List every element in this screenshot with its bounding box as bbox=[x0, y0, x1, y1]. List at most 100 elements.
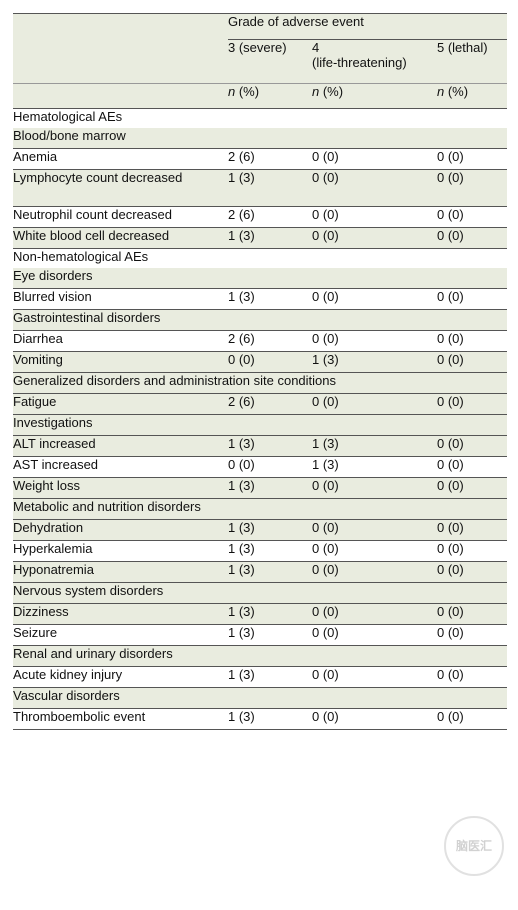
grade-3-value: 1 (3) bbox=[228, 169, 312, 207]
grade-4-value: 0 (0) bbox=[312, 288, 437, 310]
section-row: Non-hematological AEs bbox=[13, 249, 507, 269]
grade-4-value: 0 (0) bbox=[312, 393, 437, 415]
grade-5-value: 0 (0) bbox=[437, 666, 508, 688]
event-name: Lymphocyte count decreased bbox=[13, 169, 228, 207]
grade-5-value: 0 (0) bbox=[437, 540, 508, 562]
unit-n: n bbox=[312, 84, 320, 99]
grade-3-value: 2 (6) bbox=[228, 330, 312, 352]
table-row: Seizure 1 (3) 0 (0) 0 (0) bbox=[13, 624, 508, 646]
event-name: ALT increased bbox=[13, 435, 228, 457]
category-label: Eye disorders bbox=[13, 268, 508, 289]
table-row: Acute kidney injury 1 (3) 0 (0) 0 (0) bbox=[13, 666, 508, 688]
event-name: AST increased bbox=[13, 456, 228, 478]
table-row: White blood cell decreased 1 (3) 0 (0) 0 (0… bbox=[13, 227, 508, 249]
grade-4-value: 1 (3) bbox=[312, 435, 437, 457]
grade-3-value: 1 (3) bbox=[228, 477, 312, 499]
grade-4-value: 1 (3) bbox=[312, 456, 437, 478]
table-row: Vomiting 0 (0) 1 (3) 0 (0) bbox=[13, 351, 508, 373]
grade-4-value: 0 (0) bbox=[312, 708, 437, 730]
grade-5-value: 0 (0) bbox=[437, 561, 508, 583]
section-label: Hematological AEs bbox=[13, 109, 123, 124]
category-label: Metabolic and nutrition disorders bbox=[13, 498, 508, 520]
unit-cell: n (%) bbox=[437, 83, 508, 109]
grade-3-value: 1 (3) bbox=[228, 561, 312, 583]
category-label: Vascular disorders bbox=[13, 687, 508, 709]
category-row: Investigations bbox=[13, 414, 508, 436]
header-group-row: Grade of adverse event bbox=[13, 13, 508, 40]
col-header-grade-5: 5 (lethal) bbox=[437, 39, 508, 84]
grade-4-value: 0 (0) bbox=[312, 227, 437, 249]
grade-3-value: 1 (3) bbox=[228, 708, 312, 730]
grade-4-value: 0 (0) bbox=[312, 477, 437, 499]
event-name: Diarrhea bbox=[13, 330, 228, 352]
grade-4-value: 0 (0) bbox=[312, 169, 437, 207]
grade-5-value: 0 (0) bbox=[437, 603, 508, 625]
grade-3-value: 2 (6) bbox=[228, 393, 312, 415]
unit-pct: (%) bbox=[444, 84, 469, 99]
grade-5-value: 0 (0) bbox=[437, 351, 508, 373]
unit-pct: (%) bbox=[235, 84, 260, 99]
grade-5-value: 0 (0) bbox=[437, 206, 508, 228]
grade-5-value: 0 (0) bbox=[437, 708, 508, 730]
event-name: Seizure bbox=[13, 624, 228, 646]
table-row: Blurred vision 1 (3) 0 (0) 0 (0) bbox=[13, 288, 508, 310]
grade-5-value: 0 (0) bbox=[437, 330, 508, 352]
table-row: Hyperkalemia 1 (3) 0 (0) 0 (0) bbox=[13, 540, 508, 562]
unit-cell: n (%) bbox=[312, 83, 437, 109]
table-body: Hematological AEs Blood/bone marrow Anemia… bbox=[13, 109, 508, 730]
header-blank-cell bbox=[13, 13, 228, 40]
unit-pct: (%) bbox=[319, 84, 344, 99]
grade-3-value: 1 (3) bbox=[228, 519, 312, 541]
unit-n: n bbox=[228, 84, 236, 99]
category-row: Generalized disorders and administration… bbox=[13, 372, 508, 394]
event-name: Neutrophil count decreased bbox=[13, 206, 228, 228]
grade-3-value: 1 (3) bbox=[228, 603, 312, 625]
grade-4-value: 0 (0) bbox=[312, 540, 437, 562]
grade-4-value: 0 (0) bbox=[312, 206, 437, 228]
category-row: Gastrointestinal disorders bbox=[13, 309, 508, 331]
grade-3-value: 1 (3) bbox=[228, 624, 312, 646]
category-row: Metabolic and nutrition disorders bbox=[13, 498, 508, 520]
grade-3-value: 2 (6) bbox=[228, 206, 312, 228]
table-row: Lymphocyte count decreased 1 (3) 0 (0) 0 (0… bbox=[13, 169, 508, 207]
unit-cell: n (%) bbox=[228, 83, 312, 109]
grade-5-value: 0 (0) bbox=[437, 477, 508, 499]
grade-4-value: 0 (0) bbox=[312, 148, 437, 170]
header-columns-row: 3 (severe) 4 (life-threatening) 5 (letha… bbox=[13, 39, 508, 84]
category-label: Investigations bbox=[13, 414, 508, 436]
grade-4-value: 0 (0) bbox=[312, 624, 437, 646]
header-blank-cell bbox=[13, 39, 228, 84]
table-row: Anemia 2 (6) 0 (0) 0 (0) bbox=[13, 148, 508, 170]
grade-3-value: 0 (0) bbox=[228, 351, 312, 373]
col-header-grade-4: 4 (life-threatening) bbox=[312, 39, 437, 84]
table-row: Hyponatremia 1 (3) 0 (0) 0 (0) bbox=[13, 561, 508, 583]
watermark-logo: 脑医汇 bbox=[444, 816, 504, 876]
section-row: Hematological AEs bbox=[13, 109, 507, 129]
event-name: Dizziness bbox=[13, 603, 228, 625]
grade-5-value: 0 (0) bbox=[437, 393, 508, 415]
event-name: Thromboembolic event bbox=[13, 708, 228, 730]
table-row: Diarrhea 2 (6) 0 (0) 0 (0) bbox=[13, 330, 508, 352]
grade-5-value: 0 (0) bbox=[437, 519, 508, 541]
adverse-events-table: Grade of adverse event 3 (severe) 4 (lif… bbox=[13, 13, 508, 730]
grade-5-value: 0 (0) bbox=[437, 227, 508, 249]
grade-3-value: 1 (3) bbox=[228, 540, 312, 562]
grade-4-value: 0 (0) bbox=[312, 561, 437, 583]
event-name: Fatigue bbox=[13, 393, 228, 415]
unit-n: n bbox=[437, 84, 445, 99]
category-label: Renal and urinary disorders bbox=[13, 645, 508, 667]
grade-4-value: 0 (0) bbox=[312, 603, 437, 625]
event-name: Acute kidney injury bbox=[13, 666, 228, 688]
table-row: Dizziness 1 (3) 0 (0) 0 (0) bbox=[13, 603, 508, 625]
table-row: Thromboembolic event 1 (3) 0 (0) 0 (0) bbox=[13, 708, 508, 730]
grade-group-label: Grade of adverse event bbox=[228, 13, 508, 40]
grade-4-value: 0 (0) bbox=[312, 330, 437, 352]
grade-3-value: 1 (3) bbox=[228, 288, 312, 310]
grade-5-value: 0 (0) bbox=[437, 148, 508, 170]
event-name: Hyperkalemia bbox=[13, 540, 228, 562]
grade-4-value: 1 (3) bbox=[312, 351, 437, 373]
grade-3-value: 1 (3) bbox=[228, 666, 312, 688]
category-label: Generalized disorders and administration… bbox=[13, 372, 508, 394]
event-name: Vomiting bbox=[13, 351, 228, 373]
category-row: Vascular disorders bbox=[13, 687, 508, 709]
